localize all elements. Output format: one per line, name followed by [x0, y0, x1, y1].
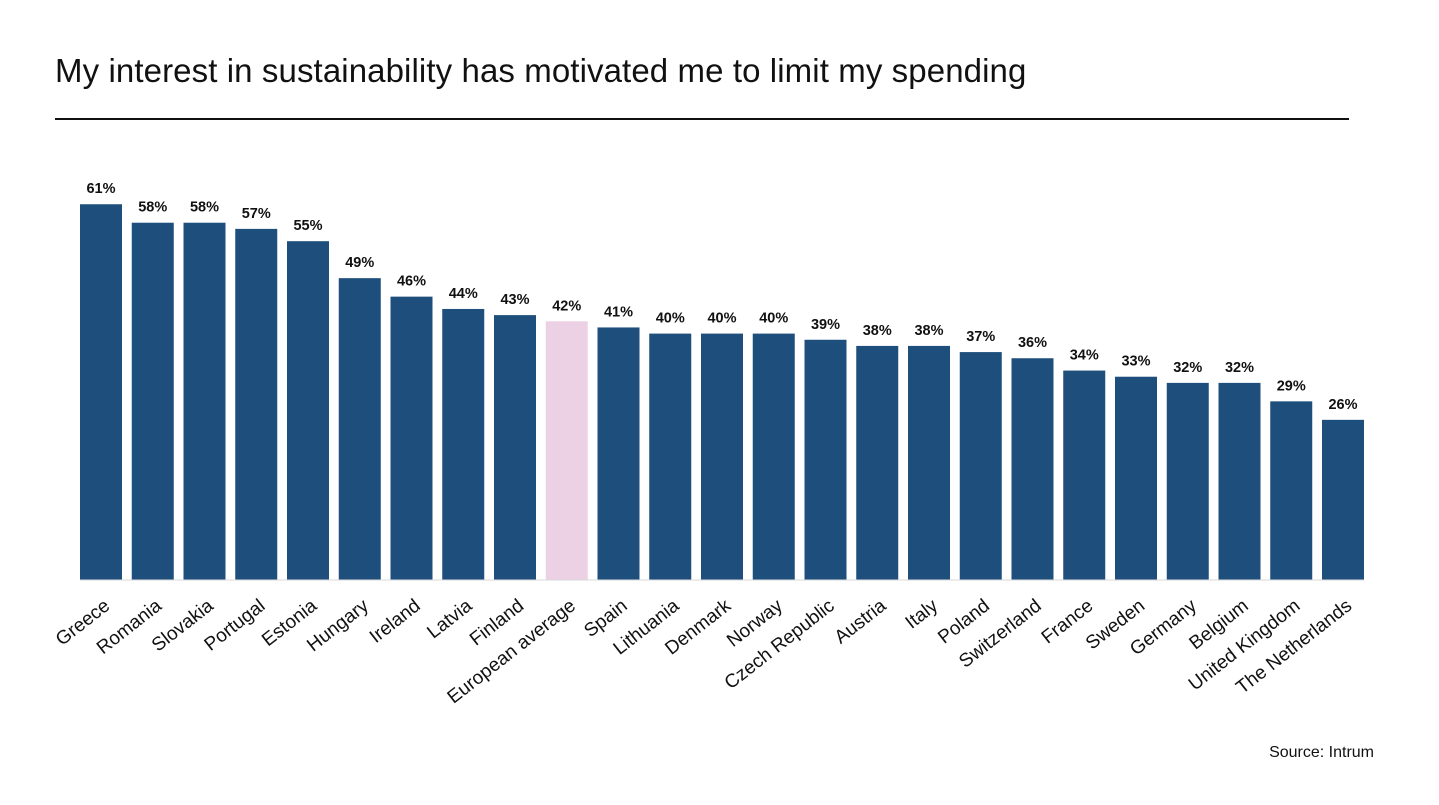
value-label-united-kingdom: 29% — [1277, 378, 1306, 394]
value-label-latvia: 44% — [449, 286, 478, 302]
bar-austria — [856, 345, 899, 580]
category-label-italy: Italy — [902, 595, 943, 633]
category-label-austria: Austria — [831, 595, 891, 648]
value-label-romania: 58% — [138, 200, 167, 216]
value-label-norway: 40% — [759, 311, 788, 327]
value-label-denmark: 40% — [707, 311, 736, 327]
bar-france — [1063, 370, 1106, 580]
bar-finland — [494, 315, 536, 580]
value-label-czech-republic: 39% — [811, 317, 840, 333]
bar-germany — [1166, 382, 1209, 580]
bar-poland — [959, 352, 1002, 580]
value-label-austria: 38% — [863, 323, 892, 339]
value-label-belgium: 32% — [1225, 360, 1254, 376]
bar-lithuania — [649, 333, 692, 580]
value-label-italy: 38% — [914, 323, 943, 339]
value-label-ireland: 46% — [397, 274, 426, 290]
bar-italy — [908, 345, 950, 580]
bar-romania — [131, 222, 174, 580]
bar-spain — [597, 327, 640, 580]
value-label-portugal: 57% — [242, 206, 271, 222]
source-note: Source: Intrum — [1269, 744, 1374, 761]
bar-greece — [80, 204, 122, 581]
bar-denmark — [701, 333, 743, 580]
value-label-estonia: 55% — [293, 218, 322, 234]
bar-united-kingdom — [1270, 401, 1313, 580]
value-label-switzerland: 36% — [1018, 335, 1047, 351]
bar-hungary — [338, 278, 381, 580]
bar-latvia — [442, 308, 485, 580]
chart-title: My interest in sustainability has motiva… — [55, 52, 1027, 89]
bar-the-netherlands — [1322, 419, 1364, 580]
bar-european-average — [545, 321, 588, 580]
value-labels-layer: 61% 58% 58% 57% 55% 49% 46% 44% 43% 42% 41% 40% 40% 4… — [86, 181, 1357, 413]
value-label-slovakia: 58% — [190, 200, 219, 216]
value-label-lithuania: 40% — [656, 311, 685, 327]
value-label-european-average: 42% — [552, 298, 581, 314]
value-label-spain: 41% — [604, 304, 633, 320]
bar-sweden — [1115, 376, 1157, 580]
category-labels-layer: GreeceRomaniaSlovakiaPortugalEstoniaHung… — [52, 595, 1356, 708]
value-label-germany: 32% — [1173, 360, 1202, 376]
value-label-the-netherlands: 26% — [1328, 397, 1357, 413]
bar-slovakia — [183, 222, 226, 580]
value-label-poland: 37% — [966, 329, 995, 345]
bar-czech-republic — [804, 339, 847, 580]
bar-switzerland — [1011, 358, 1054, 580]
bar-belgium — [1218, 382, 1261, 580]
title-divider — [55, 118, 1349, 120]
value-label-hungary: 49% — [345, 255, 374, 271]
bar-norway — [752, 333, 795, 580]
value-label-sweden: 33% — [1121, 354, 1150, 370]
value-label-finland: 43% — [500, 292, 529, 308]
category-label-ireland: Ireland — [366, 595, 425, 647]
value-label-france: 34% — [1070, 348, 1099, 364]
value-label-greece: 61% — [86, 181, 115, 197]
bars-layer — [80, 204, 1364, 581]
bar-ireland — [390, 296, 433, 580]
bar-estonia — [287, 241, 329, 580]
bar-portugal — [235, 228, 278, 580]
